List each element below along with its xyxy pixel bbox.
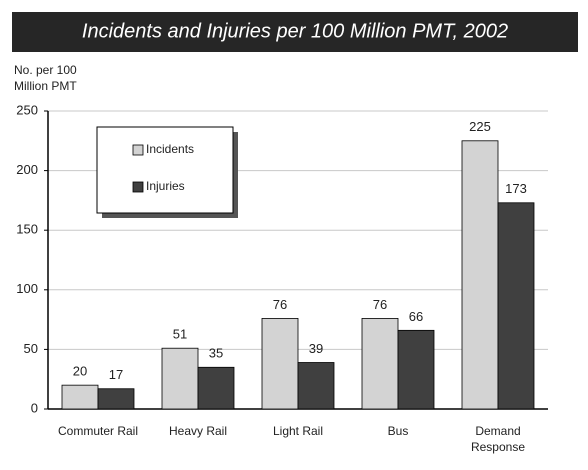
value-label: 76	[273, 297, 287, 312]
x-tick-label: Demand Response	[470, 424, 526, 454]
bar	[461, 140, 499, 410]
y-tick-label: 250	[16, 102, 38, 117]
x-tick-label: Light Rail	[272, 424, 324, 438]
value-label: 76	[373, 297, 387, 312]
y-tick-label: 200	[16, 162, 38, 177]
y-tick-label: 100	[16, 281, 38, 296]
x-tick-label: Heavy Rail	[168, 424, 228, 438]
bar	[361, 318, 399, 410]
bar	[197, 366, 235, 410]
value-label: 51	[173, 327, 187, 342]
bar	[97, 388, 135, 410]
value-label: 66	[409, 309, 423, 324]
y-axis-label: No. per 100 Million PMT	[14, 63, 77, 93]
y-tick-label: 150	[16, 222, 38, 237]
legend-swatch	[132, 181, 144, 193]
chart-title: Incidents and Injuries per 100 Million P…	[82, 20, 508, 42]
title-bar	[12, 12, 578, 52]
x-tick-label: Bus	[387, 424, 409, 438]
value-label: 35	[209, 346, 223, 361]
bar	[497, 202, 535, 410]
value-label: 20	[73, 364, 87, 379]
bar	[161, 347, 199, 410]
value-label: 173	[505, 181, 527, 196]
y-tick-label: 0	[31, 400, 38, 415]
legend-label: Injuries	[146, 179, 185, 193]
legend-box	[96, 126, 234, 214]
value-label: 17	[109, 367, 123, 382]
legend-label: Incidents	[146, 142, 194, 156]
bar	[61, 384, 99, 410]
legend-swatch	[132, 144, 144, 156]
bar	[297, 362, 335, 410]
bar	[397, 329, 435, 410]
value-label: 39	[309, 341, 323, 356]
x-tick-label: Commuter Rail	[57, 424, 138, 438]
bar	[261, 318, 299, 410]
value-label: 225	[469, 119, 491, 134]
y-tick-label: 50	[24, 341, 38, 356]
